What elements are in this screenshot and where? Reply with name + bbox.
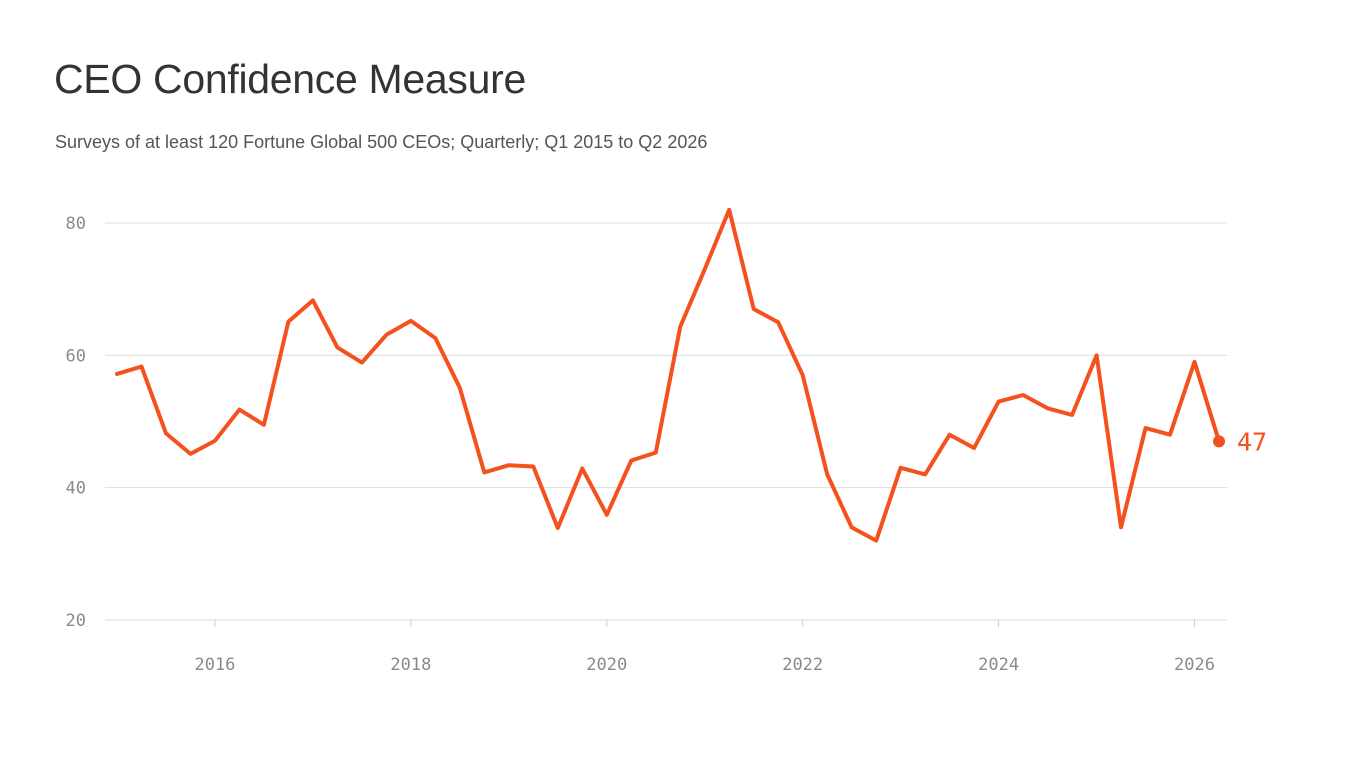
chart-title: CEO Confidence Measure: [54, 56, 526, 102]
x-tick-label: 2016: [194, 655, 235, 675]
end-point-marker: [1213, 435, 1225, 448]
series-layer: 47: [115, 207, 1267, 543]
gridlines: [105, 222, 1227, 621]
x-tick-label: 2026: [1174, 655, 1215, 675]
x-tick-label: 2018: [390, 655, 431, 675]
x-axis-ticks: 2016 2018 2020 2022 2024 2026: [194, 620, 1215, 675]
y-tick-label: 80: [66, 214, 86, 234]
x-tick-label: 2022: [782, 655, 823, 675]
y-tick-label: 40: [66, 479, 86, 499]
series-line-0: [115, 207, 1221, 543]
end-value-label: 47: [1237, 427, 1267, 456]
y-axis-ticks: 20 40 60 80: [66, 214, 86, 631]
x-tick-label: 2020: [586, 655, 627, 675]
chart-subtitle: Surveys of at least 120 Fortune Global 5…: [55, 132, 708, 152]
y-tick-label: 20: [66, 611, 86, 631]
y-tick-label: 60: [66, 346, 86, 366]
x-tick-label: 2024: [978, 655, 1019, 675]
